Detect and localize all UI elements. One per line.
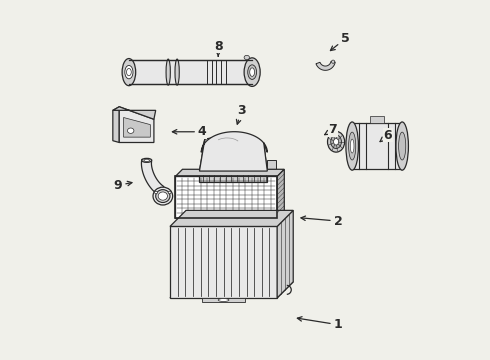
Bar (268, 160, 276, 169)
Polygon shape (123, 117, 150, 137)
Polygon shape (119, 107, 154, 143)
Polygon shape (316, 61, 335, 70)
Ellipse shape (122, 59, 136, 86)
Text: 4: 4 (172, 125, 206, 138)
Ellipse shape (156, 190, 170, 203)
Ellipse shape (398, 132, 406, 160)
Polygon shape (142, 159, 164, 195)
Polygon shape (352, 123, 402, 169)
Polygon shape (199, 175, 268, 182)
Ellipse shape (168, 191, 171, 194)
Ellipse shape (327, 131, 344, 152)
Polygon shape (202, 298, 245, 302)
Ellipse shape (166, 59, 171, 85)
Ellipse shape (126, 68, 131, 76)
Ellipse shape (346, 122, 358, 170)
Ellipse shape (244, 58, 260, 86)
Ellipse shape (144, 159, 149, 161)
Text: 3: 3 (236, 104, 246, 124)
Bar (175, 176, 277, 217)
Polygon shape (234, 134, 268, 175)
Ellipse shape (155, 191, 157, 194)
Text: 9: 9 (114, 179, 132, 192)
Ellipse shape (175, 59, 179, 85)
Text: 8: 8 (214, 40, 222, 56)
Ellipse shape (334, 139, 339, 145)
Ellipse shape (244, 55, 249, 60)
Ellipse shape (127, 128, 134, 134)
Ellipse shape (218, 298, 229, 301)
Polygon shape (129, 60, 252, 84)
Ellipse shape (248, 65, 257, 80)
Ellipse shape (142, 158, 152, 162)
Polygon shape (170, 226, 277, 298)
Ellipse shape (332, 60, 335, 63)
Ellipse shape (348, 132, 356, 160)
Polygon shape (113, 107, 119, 143)
Ellipse shape (125, 66, 133, 79)
Ellipse shape (158, 192, 168, 200)
Polygon shape (199, 132, 268, 171)
Ellipse shape (153, 187, 172, 205)
Text: 2: 2 (301, 215, 342, 228)
Ellipse shape (331, 135, 342, 149)
Text: 7: 7 (325, 123, 337, 136)
Ellipse shape (396, 122, 409, 170)
Polygon shape (199, 134, 234, 175)
Ellipse shape (250, 68, 255, 76)
Polygon shape (175, 176, 277, 217)
Polygon shape (175, 169, 284, 176)
Polygon shape (170, 210, 293, 226)
Text: 1: 1 (297, 317, 342, 331)
Polygon shape (170, 282, 293, 298)
Polygon shape (277, 210, 293, 298)
Bar (369, 116, 384, 123)
Polygon shape (113, 107, 156, 119)
Polygon shape (277, 169, 284, 217)
Ellipse shape (350, 139, 354, 153)
Text: 6: 6 (380, 129, 392, 142)
Text: 5: 5 (330, 32, 349, 50)
